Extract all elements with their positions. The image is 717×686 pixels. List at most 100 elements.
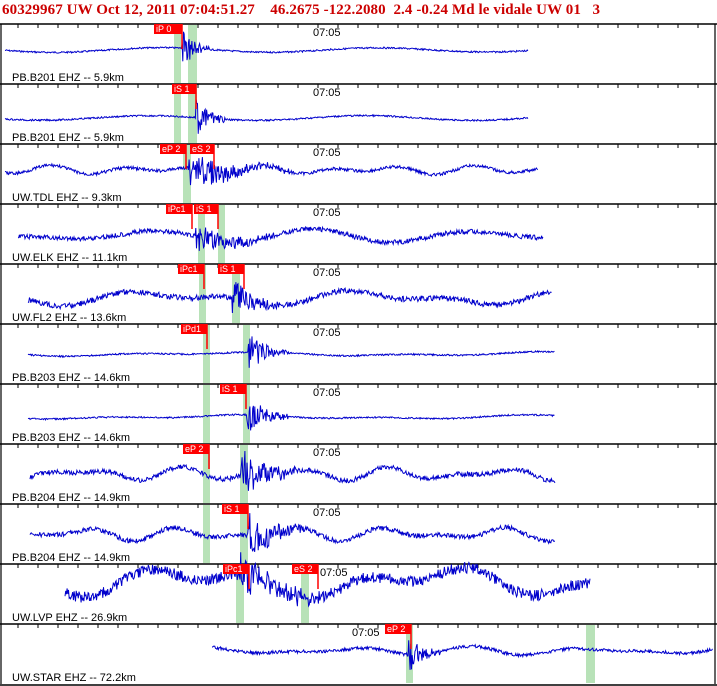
- pick-flag[interactable]: [194, 204, 218, 214]
- pick-flag[interactable]: [292, 564, 318, 574]
- pick-flag[interactable]: [154, 24, 182, 34]
- phase-pick[interactable]: iS 1: [222, 504, 249, 529]
- pick-window: [203, 325, 210, 383]
- waveform: [4, 157, 539, 186]
- phase-pick[interactable]: eP 2: [385, 624, 412, 649]
- waveform: [29, 450, 556, 491]
- time-label: 07:05: [313, 507, 341, 519]
- phase-pick[interactable]: eS 2: [190, 144, 215, 169]
- pick-window: [199, 265, 206, 323]
- trace-panel[interactable]: 07:05 iS 1 PB.B204 EHZ -- 14.9km: [0, 503, 717, 564]
- pick-label: iPc1: [168, 204, 186, 214]
- waveform: [64, 552, 591, 608]
- time-label: 07:05: [313, 267, 341, 279]
- station-label: UW.ELK EHZ -- 11.1km: [12, 252, 127, 264]
- pick-window: [243, 325, 250, 383]
- pick-label: iPc1: [180, 264, 198, 274]
- trace-panel[interactable]: 07:05 iP 0 PB.B201 EHZ -- 5.9km: [0, 23, 717, 84]
- time-label: 07:05: [313, 207, 341, 219]
- waveform: [17, 225, 544, 251]
- pick-label: eS 2: [192, 144, 211, 154]
- pick-label: iP 0: [156, 24, 171, 34]
- trace-panel[interactable]: 07:05 iPc1 iS 1 UW.FL2 EHZ -- 13.6km: [0, 263, 717, 324]
- pick-label: iPc1: [225, 564, 243, 574]
- time-label: 07:05: [320, 567, 348, 579]
- trace-panel[interactable]: 07:05 iPd1 PB.B203 EHZ -- 14.6km: [0, 323, 717, 384]
- pick-label: eP 2: [162, 144, 180, 154]
- waveform: [27, 282, 552, 314]
- pick-flag[interactable]: [223, 564, 249, 574]
- waveform: [27, 336, 555, 368]
- station-label: PB.B201 EHZ -- 5.9km: [12, 72, 124, 84]
- trace-panel[interactable]: 07:05 eP 2 eS 2 UW.TDL EHZ -- 9.3km: [0, 143, 717, 204]
- pick-label: iS 1: [224, 504, 240, 514]
- station-label: PB.B204 EHZ -- 14.9km: [12, 552, 130, 564]
- pick-window: [236, 565, 244, 623]
- pick-flag[interactable]: [178, 264, 204, 274]
- pick-flag[interactable]: [385, 624, 411, 634]
- waveform: [212, 640, 713, 670]
- pick-label: iS 1: [196, 204, 212, 214]
- pick-window: [586, 625, 595, 683]
- pick-window: [203, 385, 210, 443]
- phase-pick[interactable]: iPc1: [223, 564, 250, 589]
- waveform: [4, 31, 529, 62]
- station-label: PB.B203 EHZ -- 14.6km: [12, 432, 130, 444]
- pick-window: [183, 145, 191, 203]
- pick-label: iPd1: [183, 324, 201, 334]
- phase-pick[interactable]: iPc1: [178, 264, 205, 289]
- trace-panel[interactable]: 07:05 iPc1 iS 1 UW.ELK EHZ -- 11.1km: [0, 203, 717, 264]
- pick-flag[interactable]: [181, 324, 207, 334]
- station-label: UW.FL2 EHZ -- 13.6km: [12, 312, 126, 324]
- station-label: UW.LVP EHZ -- 26.9km: [12, 612, 127, 624]
- pick-window: [243, 385, 250, 443]
- time-label: 07:05: [313, 327, 341, 339]
- pick-flag[interactable]: [220, 384, 246, 394]
- phase-pick[interactable]: iS 1: [220, 384, 247, 409]
- phase-pick[interactable]: eP 2: [160, 144, 187, 169]
- time-label: 07:05: [313, 387, 341, 399]
- waveform: [29, 513, 556, 552]
- station-label: PB.B204 EHZ -- 14.9km: [12, 492, 130, 504]
- pick-flag[interactable]: [166, 204, 192, 214]
- trace-panel[interactable]: 07:05 eP 2 UW.STAR EHZ -- 72.2km: [0, 623, 717, 684]
- pick-flag[interactable]: [172, 84, 196, 94]
- pick-label: iS 1: [174, 84, 190, 94]
- pick-window: [301, 565, 309, 623]
- phase-pick[interactable]: eS 2: [292, 564, 319, 589]
- time-label: 07:05: [313, 27, 341, 39]
- pick-label: eS 2: [294, 564, 313, 574]
- station-label: PB.B203 EHZ -- 14.6km: [12, 372, 130, 384]
- pick-flag[interactable]: [190, 144, 214, 154]
- pick-window: [174, 25, 181, 83]
- station-label: UW.TDL EHZ -- 9.3km: [12, 192, 122, 204]
- pick-flag[interactable]: [160, 144, 186, 154]
- phase-pick[interactable]: eP 2: [183, 444, 210, 469]
- phase-pick[interactable]: iS 1: [218, 264, 245, 289]
- pick-window: [203, 505, 210, 563]
- trace-panel[interactable]: 07:05 iS 1 PB.B203 EHZ -- 14.6km: [0, 383, 717, 444]
- pick-flag[interactable]: [218, 264, 244, 274]
- station-label: UW.STAR EHZ -- 72.2km: [12, 672, 136, 684]
- pick-flag[interactable]: [183, 444, 209, 454]
- phase-pick[interactable]: iPd1: [181, 324, 208, 349]
- pick-window: [174, 85, 181, 143]
- trace-panel[interactable]: 07:05 eP 2 PB.B204 EHZ -- 14.9km: [0, 443, 717, 504]
- station-label: PB.B201 EHZ -- 5.9km: [12, 132, 124, 144]
- pick-label: iS 1: [222, 384, 238, 394]
- pick-label: eP 2: [387, 624, 405, 634]
- pick-label: iS 1: [220, 264, 236, 274]
- trace-panel[interactable]: 07:05 iPc1 eS 2 UW.LVP EHZ -- 26.9km: [0, 552, 717, 624]
- pick-flag[interactable]: [222, 504, 248, 514]
- trace-panel[interactable]: 07:05 iS 1 PB.B201 EHZ -- 5.9km: [0, 83, 717, 144]
- phase-pick[interactable]: iPc1: [166, 204, 193, 229]
- time-label: 07:05: [313, 447, 341, 459]
- pick-label: eP 2: [185, 444, 203, 454]
- pick-window: [218, 205, 225, 263]
- phase-pick[interactable]: iS 1: [194, 204, 219, 229]
- time-label: 07:05: [352, 627, 380, 639]
- time-label: 07:05: [313, 87, 341, 99]
- phase-pick[interactable]: iS 1: [172, 84, 197, 109]
- phase-pick[interactable]: iP 0: [154, 24, 183, 49]
